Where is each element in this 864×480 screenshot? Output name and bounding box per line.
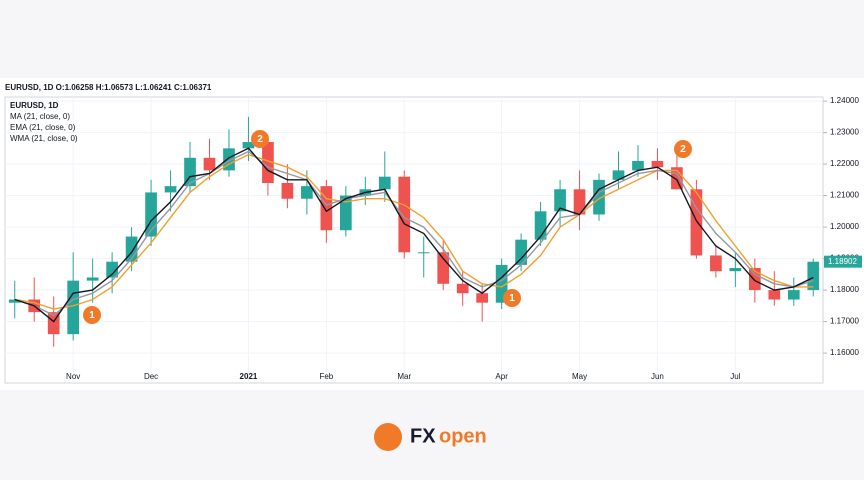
last-price-box [824, 255, 862, 268]
x-tick-label: Dec [144, 372, 158, 381]
legend-title: EURUSD, 1D [10, 101, 59, 110]
logo-icon [374, 423, 402, 451]
candle-body [787, 290, 800, 300]
candle-body [690, 189, 703, 256]
annotation-label: 1 [509, 293, 515, 304]
annotation-label: 2 [257, 134, 263, 145]
x-tick-label: Feb [319, 372, 333, 381]
candle-body [807, 261, 820, 291]
candle-body [398, 176, 411, 253]
candle-body [534, 211, 547, 240]
candle-body [301, 186, 313, 199]
candle-body [184, 157, 196, 187]
indicator-line [14, 147, 814, 323]
logo-text: open [439, 425, 487, 447]
candle-body [768, 290, 781, 300]
candle-body [671, 167, 683, 190]
x-tick-label: Jul [730, 372, 740, 381]
x-tick-label: Apr [495, 372, 508, 381]
candle-body [223, 148, 235, 171]
candle-body [262, 142, 274, 183]
candle-body [203, 157, 216, 171]
candle-body [320, 186, 333, 231]
annotation-label: 2 [680, 144, 686, 155]
symbol-header: EURUSD, 1D O:1.06258 H:1.06573 L:1.06241… [5, 83, 212, 92]
candle-body [710, 255, 722, 272]
candle-body [456, 283, 469, 294]
y-tick-label: 1.20000 [830, 222, 859, 231]
candle-body [8, 299, 21, 303]
annotation-marker [251, 130, 269, 148]
x-tick-label: 2021 [240, 372, 258, 381]
candle-body [612, 170, 625, 180]
candle-body [164, 186, 177, 193]
y-tick-label: 1.16000 [830, 348, 859, 357]
candle-body [106, 261, 118, 278]
logo: FX open [374, 423, 487, 451]
candle-body [125, 236, 138, 262]
candle-body [476, 293, 489, 303]
candle-body [86, 277, 99, 281]
x-tick-label: Mar [397, 372, 411, 381]
y-tick-label: 1.24000 [830, 96, 859, 105]
plot-frame [4, 96, 824, 384]
candle-body [651, 160, 664, 168]
candle-body [495, 264, 508, 303]
x-tick-label: Nov [66, 372, 80, 381]
y-tick-label: 1.22000 [830, 159, 859, 168]
candle-body [339, 195, 352, 231]
annotation-marker [674, 140, 692, 158]
y-tick-label: 1.17000 [830, 317, 859, 326]
last-price-label: 1.18902 [828, 257, 857, 266]
annotation-label: 1 [89, 310, 95, 321]
candle-body [242, 142, 255, 149]
logo-text: FX [410, 425, 436, 447]
x-tick-label: Jun [651, 372, 664, 381]
legend-entry: WMA (21, close, 0) [10, 134, 78, 143]
legend-entry: MA (21, close, 0) [10, 112, 70, 121]
candle-body [748, 268, 761, 291]
legend-entry: EMA (21, close, 0) [10, 123, 76, 132]
y-tick-label: 1.18000 [830, 285, 859, 294]
candle-body [437, 252, 450, 284]
indicator-line [14, 153, 814, 310]
candle-body [378, 176, 391, 190]
candle-body [632, 160, 644, 171]
candle-body [417, 252, 430, 254]
y-tick-label: 1.23000 [830, 128, 859, 137]
candle-body [145, 192, 157, 237]
y-tick-label: 1.21000 [830, 191, 859, 200]
candle-body [593, 179, 605, 215]
candle-body [67, 280, 80, 335]
candle-body [47, 312, 60, 335]
candle-body [515, 239, 527, 265]
candle-body [281, 182, 294, 199]
candle-body [729, 268, 742, 272]
annotation-marker [503, 289, 521, 307]
candle-body [554, 189, 566, 212]
x-tick-label: May [572, 372, 587, 381]
annotation-marker [83, 306, 101, 324]
indicator-line [14, 150, 814, 317]
panel [0, 78, 864, 390]
candle-body [573, 189, 586, 215]
